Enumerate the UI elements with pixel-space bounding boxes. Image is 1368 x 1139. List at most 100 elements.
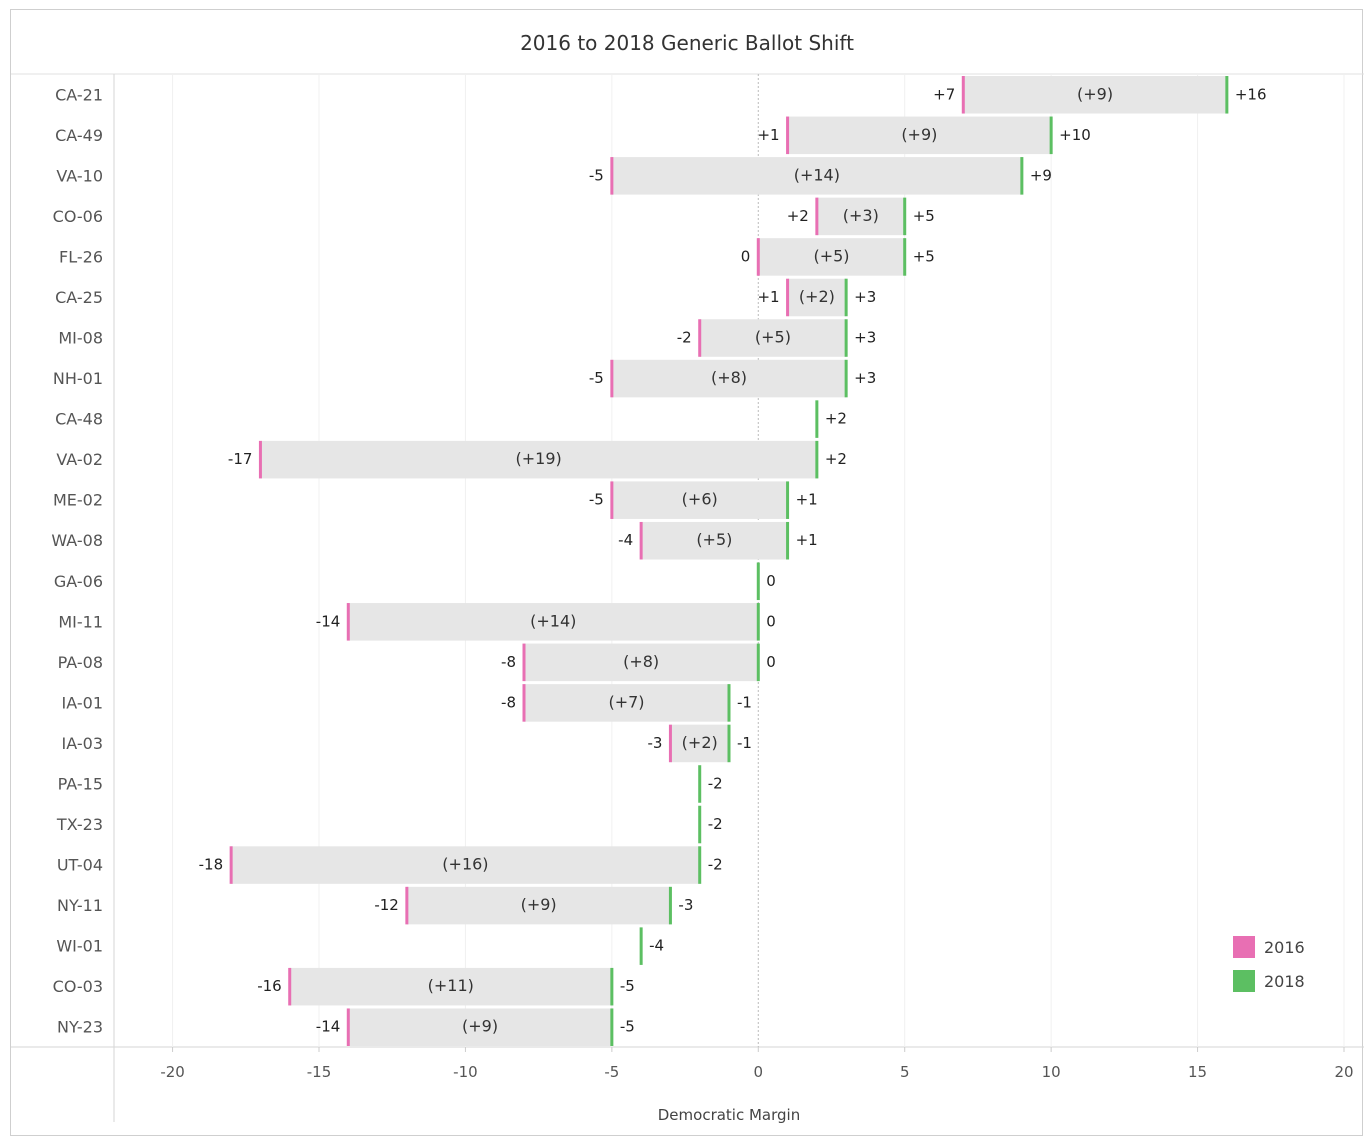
value-label-2016: -16 [257, 977, 282, 995]
shift-label: (+2) [682, 733, 718, 752]
legend: 2016 2018 [1233, 936, 1305, 992]
row-label: CO-06 [53, 207, 103, 226]
row-label: ME-02 [53, 491, 103, 510]
value-label-2018: +2 [825, 410, 847, 428]
row-label: PA-08 [58, 653, 103, 672]
marker-2018 [639, 927, 643, 965]
marker-2016 [610, 359, 614, 398]
value-label-2018: -1 [737, 693, 752, 711]
value-label-2016: -5 [589, 166, 604, 184]
shift-bar [670, 724, 729, 763]
shift-label: (+11) [428, 976, 474, 995]
value-label-2018: -5 [620, 1018, 635, 1036]
row-label: NY-11 [57, 896, 103, 915]
ballot-shift-chart: 2016 to 2018 Generic Ballot Shift +7 (+9)… [11, 31, 1364, 1124]
shift-label: (+14) [530, 611, 576, 630]
x-tick-label: 5 [900, 1063, 910, 1081]
x-tick-label: -10 [453, 1063, 478, 1081]
shift-bar [699, 319, 847, 357]
row-label: CO-03 [53, 977, 103, 996]
value-label-2018: 0 [766, 653, 776, 671]
shift-bar [260, 440, 817, 479]
value-label-2016: -14 [316, 612, 341, 630]
shift-bar [524, 684, 729, 722]
shift-bar [641, 521, 788, 560]
value-label-2018: -2 [708, 815, 723, 833]
shift-label: (+9) [462, 1017, 498, 1036]
marker-2016 [756, 238, 760, 276]
shift-bar [348, 603, 759, 641]
shift-bar [963, 76, 1227, 114]
marker-2016 [786, 116, 790, 155]
shift-bar [787, 278, 847, 317]
marker-2018 [756, 643, 760, 682]
row-labels: CA-21 CA-49 VA-10 CO-06 FL-26 CA-25 MI-08 NH-01… [51, 85, 103, 1036]
value-label-2016: -8 [501, 653, 516, 671]
marker-2018 [610, 967, 614, 1006]
marker-2018 [727, 684, 731, 722]
x-tick-label: 10 [1042, 1063, 1061, 1081]
value-label-2016: 0 [741, 247, 751, 265]
marker-2016 [346, 603, 350, 641]
shift-label: (+16) [442, 855, 488, 874]
value-label-2016: -18 [199, 856, 224, 874]
shift-label: (+9) [1077, 84, 1113, 103]
value-label-2018: -2 [708, 774, 723, 792]
shift-label: (+2) [799, 287, 835, 306]
shift-label: (+19) [516, 449, 562, 468]
shift-label: (+9) [901, 125, 937, 144]
value-label-2018: -5 [620, 977, 635, 995]
legend-swatch-2018 [1233, 970, 1255, 992]
x-tick-label: -20 [160, 1063, 185, 1081]
row-label: UT-04 [57, 856, 103, 875]
shift-bar [611, 481, 788, 519]
shift-bar [816, 197, 905, 236]
marker-2018 [815, 440, 819, 479]
value-label-2018: +3 [854, 369, 876, 387]
marker-2018 [1020, 157, 1024, 195]
marker-2016 [961, 76, 965, 114]
shift-label: (+5) [813, 246, 849, 265]
value-label-2016: +2 [787, 207, 809, 225]
value-label-2016: -4 [618, 531, 633, 549]
value-label-2016: -8 [501, 693, 516, 711]
x-tick-label: -15 [307, 1063, 332, 1081]
marker-2018 [668, 886, 672, 925]
shift-bar [787, 116, 1052, 155]
shift-label: (+8) [711, 368, 747, 387]
value-label-2016: -5 [589, 369, 604, 387]
row-label: TX-23 [56, 815, 103, 834]
marker-2018 [786, 481, 790, 519]
x-tick-label: -5 [604, 1063, 619, 1081]
marker-2018 [903, 197, 907, 236]
marker-2018 [786, 521, 790, 560]
value-label-2016: +1 [757, 126, 779, 144]
shift-label: (+3) [843, 206, 879, 225]
marker-2016 [698, 319, 702, 357]
value-label-2018: -1 [737, 734, 752, 752]
value-label-2016: +1 [757, 288, 779, 306]
shift-bar [406, 886, 671, 925]
marker-2018 [698, 765, 702, 803]
marker-2018 [1225, 76, 1229, 114]
legend-swatch-2016 [1233, 936, 1255, 958]
value-label-2016: -12 [374, 896, 399, 914]
marker-2018 [903, 238, 907, 276]
marker-2016 [522, 684, 526, 722]
marker-2016 [786, 278, 790, 317]
marker-2016 [610, 157, 614, 195]
row-label: IA-01 [62, 693, 103, 712]
shift-bar [611, 359, 847, 398]
shift-bar [348, 1008, 612, 1046]
row-label: MI-11 [58, 612, 103, 631]
row-label: IA-03 [62, 734, 103, 753]
marker-2016 [346, 1008, 350, 1046]
chart-frame: 2016 to 2018 Generic Ballot Shift +7 (+9)… [10, 9, 1364, 1136]
value-label-2018: +5 [913, 247, 935, 265]
shift-label: (+5) [755, 328, 791, 347]
value-label-2018: 0 [766, 612, 776, 630]
shift-bar [524, 643, 759, 682]
x-tick-label: 0 [754, 1063, 764, 1081]
marker-2018 [756, 603, 760, 641]
shift-label: (+6) [682, 490, 718, 509]
